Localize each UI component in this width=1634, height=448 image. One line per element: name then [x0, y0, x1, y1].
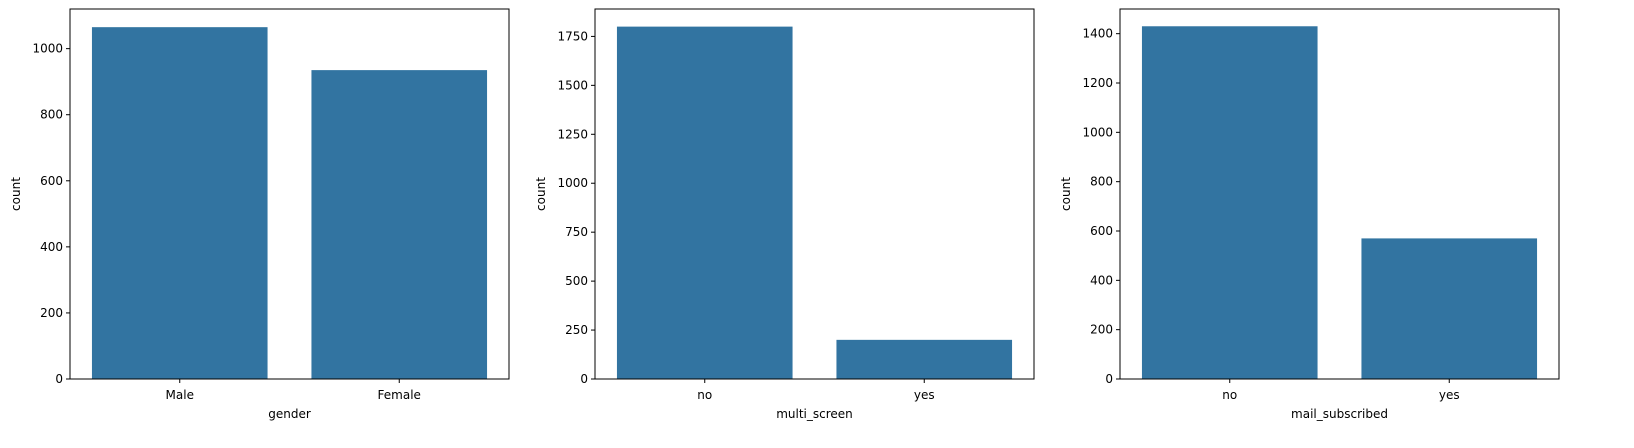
x-tick-label: yes	[914, 388, 935, 402]
bar	[836, 339, 1013, 379]
y-tick-label: 1200	[1082, 76, 1113, 90]
y-tick-label: 600	[1090, 224, 1113, 238]
chart-panel: 0 200 400 600 800 1000 Male Female gender count	[9, 8, 510, 421]
x-tick-label: yes	[1439, 388, 1460, 402]
y-tick-label: 0	[580, 372, 588, 386]
y-tick-label: 1400	[1082, 27, 1113, 41]
bar	[1361, 238, 1538, 379]
x-axis-label: multi_screen	[776, 407, 853, 421]
bar	[91, 27, 268, 379]
y-tick-label: 200	[1090, 323, 1113, 337]
axes-frame	[594, 8, 1035, 380]
x-tick-label: Male	[166, 388, 194, 402]
y-axis-label: count	[1059, 177, 1073, 211]
x-tick-label: Female	[378, 388, 421, 402]
y-tick-label: 0	[1105, 372, 1113, 386]
chart-panel: 0 250 500 750 1000 1250 1500 1750 no yes multi_scr…	[534, 8, 1035, 421]
bar	[311, 70, 488, 379]
y-axis-label: count	[534, 177, 548, 211]
y-tick-label: 600	[40, 174, 63, 188]
y-tick-label: 400	[40, 240, 63, 254]
y-tick-label: 1500	[557, 78, 588, 92]
axes-frame	[1119, 8, 1560, 380]
x-axis-label: mail_subscribed	[1291, 407, 1388, 421]
bar	[1141, 26, 1318, 380]
x-tick-label: no	[697, 388, 712, 402]
y-tick-label: 250	[565, 323, 588, 337]
y-tick-label: 800	[1090, 175, 1113, 189]
y-tick-label: 1750	[557, 29, 588, 43]
y-tick-label: 200	[40, 306, 63, 320]
y-tick-label: 0	[55, 372, 63, 386]
y-axis-label: count	[9, 177, 23, 211]
y-tick-label: 500	[565, 274, 588, 288]
bar	[616, 26, 793, 379]
y-tick-label: 800	[40, 108, 63, 122]
y-tick-label: 1000	[1082, 125, 1113, 139]
x-axis-label: gender	[268, 407, 311, 421]
axes-frame	[69, 8, 510, 380]
x-tick-label: no	[1222, 388, 1237, 402]
y-tick-label: 1000	[557, 176, 588, 190]
y-tick-label: 1000	[32, 42, 63, 56]
y-tick-label: 1250	[557, 127, 588, 141]
y-tick-label: 400	[1090, 273, 1113, 287]
chart-panel: 0 200 400 600 800 1000 1200 1400 no yes mail_subsc…	[1059, 8, 1560, 421]
y-tick-label: 750	[565, 225, 588, 239]
